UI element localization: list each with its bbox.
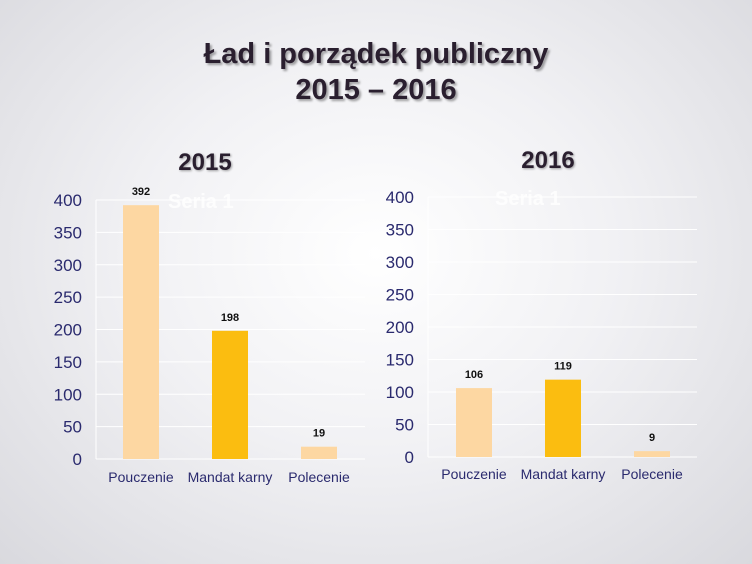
chart-2016-y-tick-label: 100 <box>386 383 414 402</box>
chart-2016-title: 2016 <box>521 147 574 174</box>
chart-2016-category-label: Polecenie <box>621 466 683 482</box>
chart-2015-y-tick-label: 250 <box>54 288 82 307</box>
chart-2015-y-tick-label: 100 <box>54 385 82 404</box>
chart-2016-y-tick-label: 200 <box>386 318 414 337</box>
chart-2016-y-tick-label: 300 <box>386 253 414 272</box>
chart-2016-y-tick-label: 50 <box>395 416 414 435</box>
chart-2016-y-tick-label: 150 <box>386 351 414 370</box>
chart-2015-y-tick-label: 150 <box>54 353 82 372</box>
chart-2015-category-label: Polecenie <box>288 469 350 485</box>
chart-2016-bar-polecenie <box>634 451 670 457</box>
chart-2015-y-tick-label: 350 <box>54 223 82 242</box>
chart-2015-title: 2015 <box>178 149 231 176</box>
chart-2016-data-label: 9 <box>649 432 655 444</box>
chart-2016-y-tick-label: 0 <box>405 448 414 467</box>
slide-title-line2: 2015 – 2016 <box>295 74 457 106</box>
chart-2015-data-label: 392 <box>132 186 150 198</box>
chart-2015-y-tick-label: 0 <box>73 450 82 469</box>
chart-2016-bar-pouczenie <box>456 388 492 457</box>
chart-2016-series-label: Seria 1 <box>495 188 561 210</box>
chart-2015-bar-mandat-karny <box>212 330 248 459</box>
chart-2016-y-tick-label: 250 <box>386 286 414 305</box>
slide-title: Ład i porządek publiczny 2015 – 2016 <box>0 36 752 108</box>
chart-2016-y-tick-label: 400 <box>386 188 414 207</box>
chart-2016-data-label: 106 <box>465 369 483 381</box>
chart-2015-y-tick-label: 50 <box>63 418 82 437</box>
chart-2015-category-label: Mandat karny <box>188 469 273 485</box>
chart-2016-bar-mandat-karny <box>545 379 581 457</box>
chart-2015-y-tick-label: 200 <box>54 321 82 340</box>
chart-2015-data-label: 19 <box>313 428 325 440</box>
chart-2016-category-label: Mandat karny <box>521 466 606 482</box>
chart-2015-bar-pouczenie <box>123 205 159 459</box>
chart-2015-y-tick-label: 400 <box>54 191 82 210</box>
chart-2015-series-label: Seria 1 <box>168 191 234 213</box>
chart-2015-y-tick-label: 300 <box>54 256 82 275</box>
chart-2016-category-label: Pouczenie <box>441 466 507 482</box>
chart-2016-y-tick-label: 350 <box>386 221 414 240</box>
slide-title-line1: Ład i porządek publiczny <box>203 38 549 70</box>
chart-2015-category-label: Pouczenie <box>108 469 174 485</box>
chart-2015-data-label: 198 <box>221 312 239 324</box>
chart-2015-bar-polecenie <box>301 446 337 459</box>
chart-2016-data-label: 119 <box>554 361 572 373</box>
